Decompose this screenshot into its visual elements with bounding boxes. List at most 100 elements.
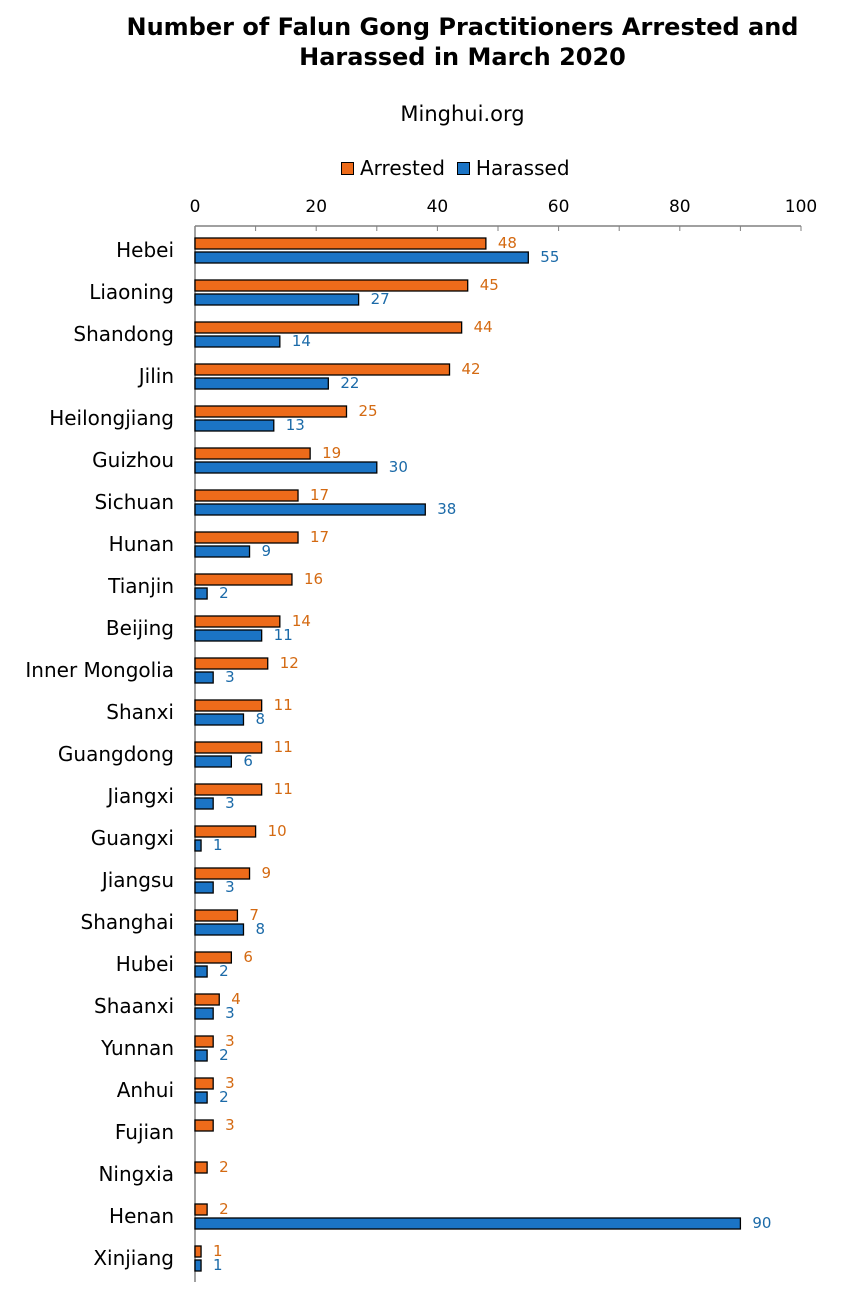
data-label-harassed: 27 [371, 290, 390, 308]
data-label-arrested: 14 [292, 612, 311, 630]
bar-arrested [194, 699, 263, 712]
bar-harassed [194, 1091, 208, 1104]
data-label-arrested: 11 [274, 738, 293, 756]
bar-arrested [194, 657, 269, 670]
bar-arrested [194, 279, 469, 292]
bar-arrested [194, 1245, 202, 1258]
bar-harassed [194, 1049, 208, 1062]
data-label-harassed: 8 [255, 920, 265, 938]
data-label-arrested: 17 [310, 486, 329, 504]
bar-harassed [194, 251, 529, 264]
bar-arrested [194, 489, 299, 502]
data-label-harassed: 3 [225, 668, 235, 686]
bar-arrested [194, 909, 239, 922]
bar-arrested [194, 1161, 208, 1174]
data-label-harassed: 2 [219, 584, 229, 602]
category-label: Liaoning [89, 280, 174, 304]
bar-arrested [194, 825, 257, 838]
bar-harassed [194, 965, 208, 978]
data-label-arrested: 3 [225, 1116, 235, 1134]
data-label-arrested: 48 [498, 234, 517, 252]
category-label: Shanxi [106, 700, 174, 724]
x-tick-label: 0 [190, 197, 201, 217]
category-label: Guangdong [58, 742, 174, 766]
bar-harassed [194, 377, 329, 390]
bar-harassed [194, 503, 426, 516]
data-label-arrested: 7 [249, 906, 259, 924]
data-label-harassed: 2 [219, 1046, 229, 1064]
bar-harassed [194, 293, 360, 306]
category-label: Heilongjiang [49, 406, 174, 430]
category-label: Guizhou [92, 448, 174, 472]
data-label-harassed: 1 [213, 836, 223, 854]
data-label-arrested: 6 [243, 948, 253, 966]
data-label-arrested: 45 [480, 276, 499, 294]
data-label-arrested: 3 [225, 1074, 235, 1092]
data-label-harassed: 2 [219, 1088, 229, 1106]
bar-harassed [194, 797, 214, 810]
legend: Arrested Harassed [341, 155, 582, 181]
bar-arrested [194, 615, 281, 628]
bar-arrested [194, 783, 263, 796]
legend-swatch-harassed [456, 161, 470, 175]
x-tick-label: 40 [427, 197, 449, 217]
bar-harassed [194, 923, 245, 936]
data-label-harassed: 30 [389, 458, 408, 476]
data-label-arrested: 10 [268, 822, 287, 840]
category-label: Yunnan [100, 1036, 174, 1060]
bar-arrested [194, 531, 299, 544]
category-label: Sichuan [94, 490, 174, 514]
data-label-arrested: 19 [322, 444, 341, 462]
x-tick-label: 80 [669, 197, 691, 217]
bar-harassed [194, 755, 233, 768]
category-label: Jiangsu [100, 868, 174, 892]
category-label: Guangxi [91, 826, 174, 850]
bar-arrested [194, 1203, 208, 1216]
bar-harassed [194, 713, 245, 726]
category-label: Hunan [109, 532, 174, 556]
data-label-harassed: 3 [225, 794, 235, 812]
data-label-harassed: 38 [437, 500, 456, 518]
bar-harassed [194, 461, 378, 474]
category-label: Jiangxi [106, 784, 174, 808]
bar-harassed [194, 587, 208, 600]
data-label-arrested: 1 [213, 1242, 223, 1260]
data-label-harassed: 8 [255, 710, 265, 728]
data-label-harassed: 90 [752, 1214, 771, 1232]
bar-harassed [194, 1007, 214, 1020]
legend-swatch-arrested [341, 161, 354, 175]
category-label: Tianjin [107, 574, 174, 598]
category-label: Shandong [73, 322, 174, 346]
bar-harassed [194, 839, 202, 852]
x-tick-label: 100 [785, 197, 817, 217]
category-label: Ningxia [98, 1162, 174, 1186]
category-label: Shanghai [81, 910, 175, 934]
data-label-arrested: 11 [274, 696, 293, 714]
bar-arrested [194, 951, 233, 964]
legend-label-harassed: Harassed [475, 156, 570, 180]
bar-harassed [194, 335, 281, 348]
data-label-arrested: 11 [274, 780, 293, 798]
bar-arrested [194, 237, 487, 250]
bar-arrested [194, 363, 451, 376]
bar-harassed [194, 419, 275, 432]
data-label-harassed: 11 [274, 626, 293, 644]
data-label-harassed: 6 [243, 752, 253, 770]
data-label-arrested: 16 [304, 570, 323, 588]
category-label: Shaanxi [94, 994, 174, 1018]
bar-harassed [194, 545, 251, 558]
bar-arrested [194, 1035, 214, 1048]
bar-arrested [194, 993, 220, 1006]
category-label: Henan [109, 1204, 174, 1228]
data-label-arrested: 2 [219, 1158, 229, 1176]
data-label-harassed: 9 [262, 542, 272, 560]
bar-harassed [194, 1259, 202, 1272]
data-label-harassed: 1 [213, 1256, 223, 1274]
data-label-arrested: 3 [225, 1032, 235, 1050]
data-label-harassed: 14 [292, 332, 311, 350]
data-label-arrested: 4 [231, 990, 241, 1008]
bar-harassed [194, 881, 214, 894]
data-label-harassed: 22 [340, 374, 359, 392]
category-label: Inner Mongolia [25, 658, 174, 682]
bar-arrested [194, 321, 463, 334]
